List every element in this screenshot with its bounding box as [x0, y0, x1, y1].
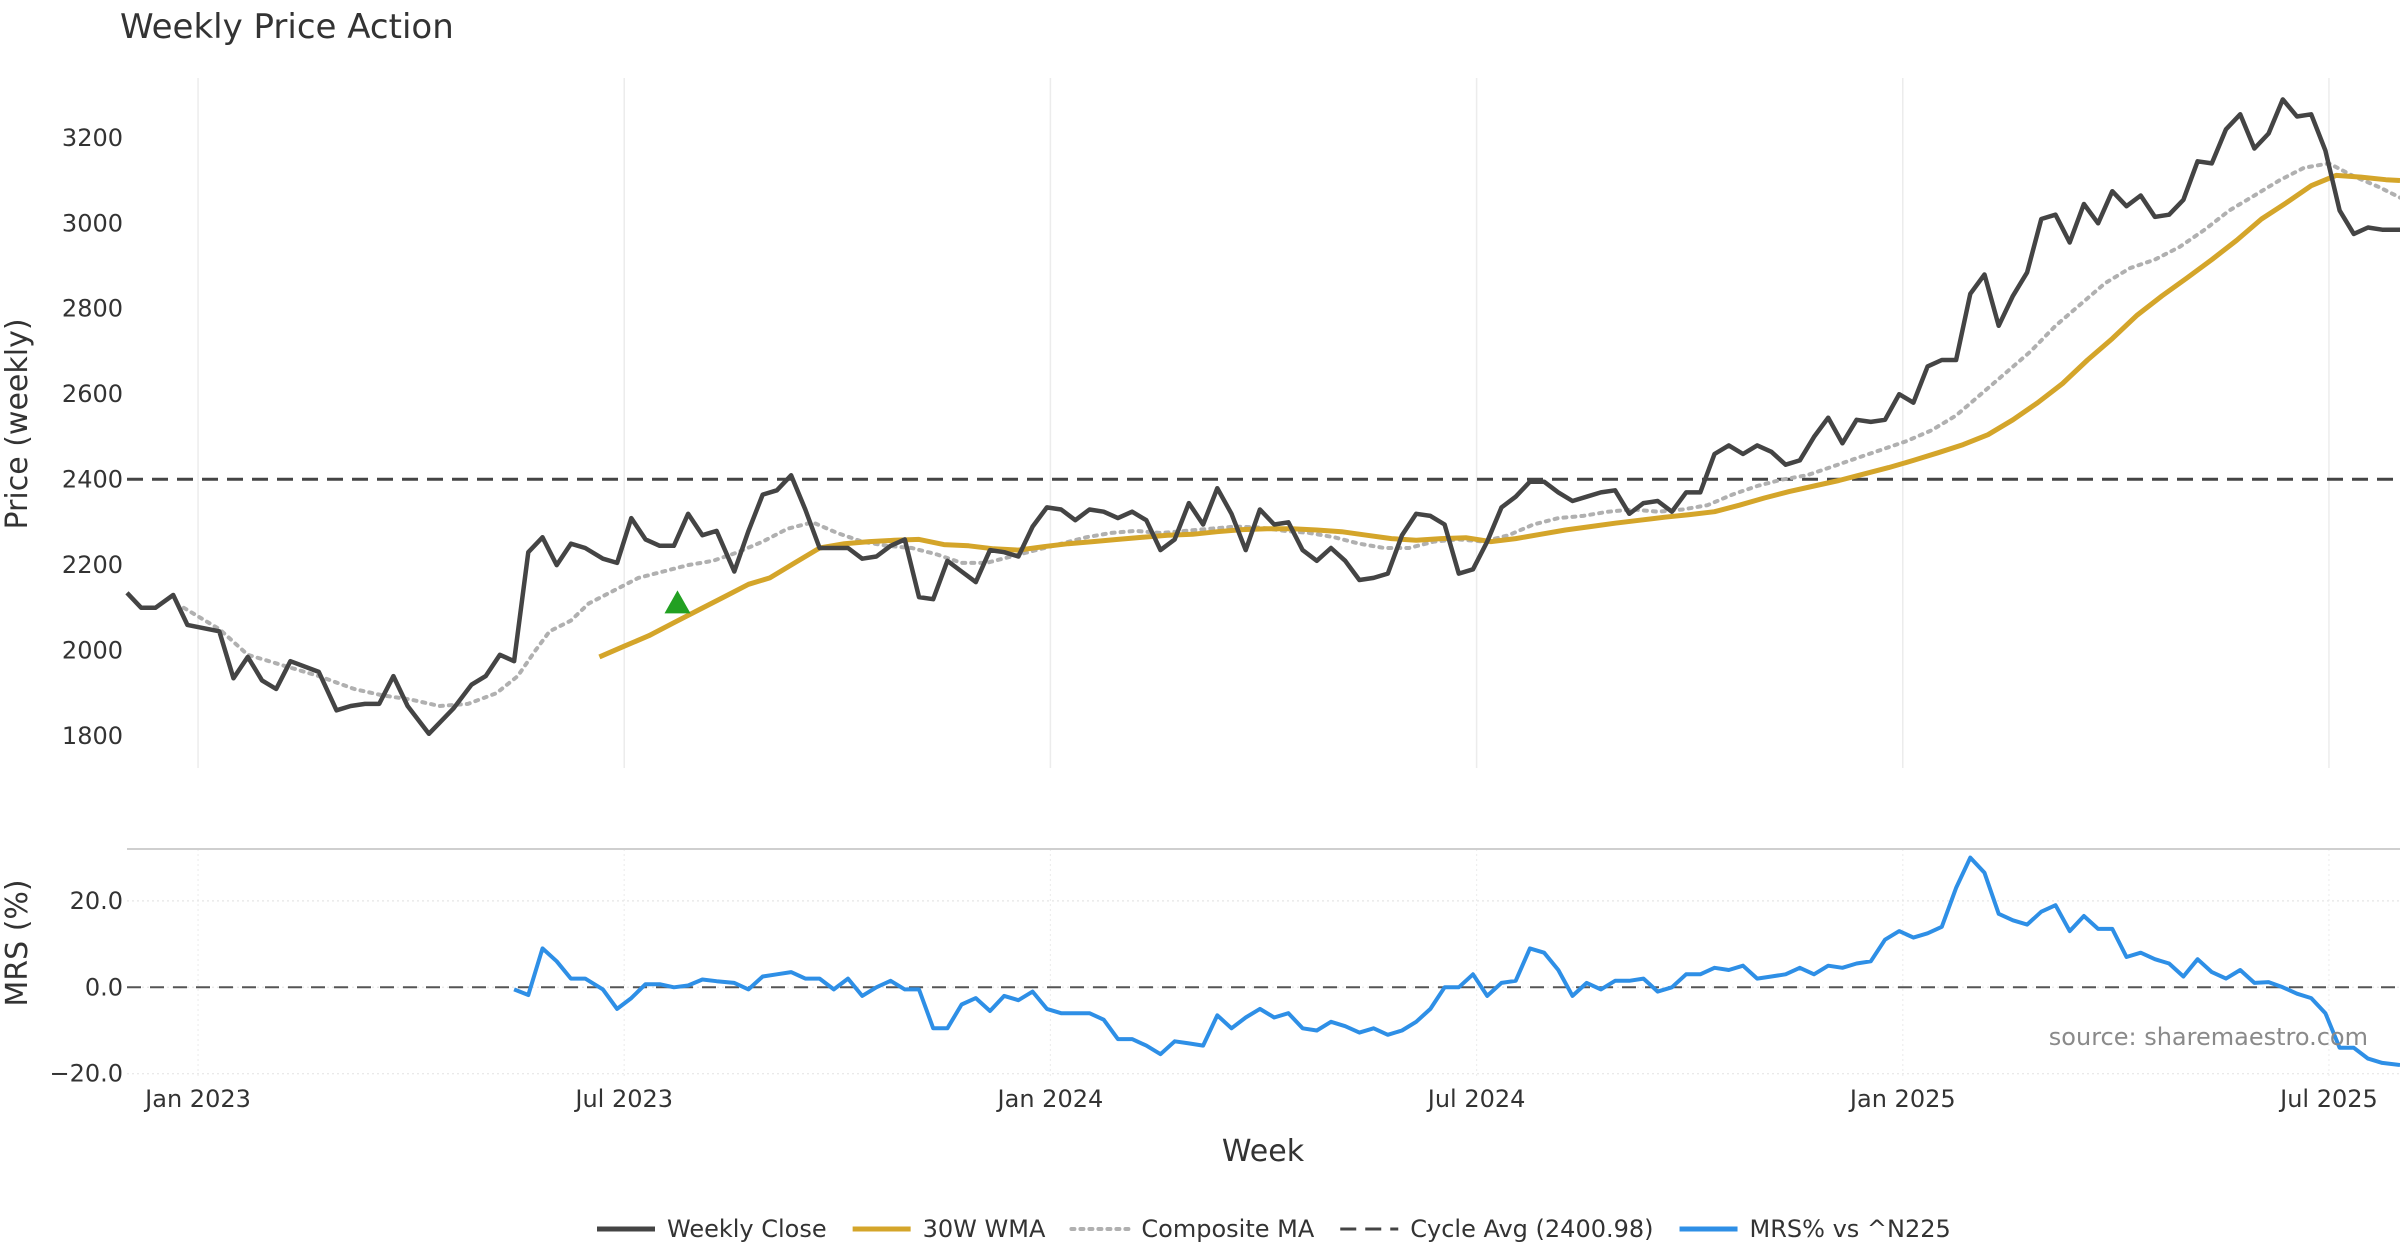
price-y-tick-label: 2200 [62, 551, 123, 579]
price-y-tick-label: 3200 [62, 124, 123, 152]
price-y-tick-label: 3000 [62, 209, 123, 237]
mrs-y-tick-label: 0.0 [85, 973, 123, 1001]
reference-lines [127, 477, 2400, 989]
x-tick-label: Jan 2024 [996, 1085, 1104, 1113]
legend: Weekly Close 30W WMA Composite MA Cycle Avg… [597, 1215, 1951, 1243]
series-layer [125, 97, 2400, 1067]
price-y-axis-title: Price (weekly) [0, 318, 35, 529]
x-tick-label: Jan 2025 [1848, 1085, 1956, 1113]
legend-label: MRS% vs ^N225 [1750, 1215, 1951, 1243]
price-gridlines [197, 78, 2330, 768]
series-line-mrs-vs-n225 [513, 855, 2400, 1067]
legend-label: Weekly Close [667, 1215, 827, 1243]
x-tick-label: Jul 2024 [1426, 1085, 1526, 1113]
legend-label: Composite MA [1141, 1215, 1314, 1243]
legend-label: Cycle Avg (2400.98) [1410, 1215, 1653, 1243]
price-y-tick-label: 1800 [62, 722, 123, 750]
x-tick-label: Jul 2025 [2278, 1085, 2378, 1113]
mrs-y-tick-label: 20.0 [70, 887, 123, 915]
price-y-tick-label: 2800 [62, 295, 123, 323]
mrs-y-ticks: −20.0 0.0 20.0 [49, 887, 123, 1088]
x-tick-label: Jan 2023 [143, 1085, 251, 1113]
series-line-composite-ma [181, 161, 2400, 709]
price-y-tick-label: 2600 [62, 380, 123, 408]
legend-label: 30W WMA [923, 1215, 1046, 1243]
x-axis-title: Week [1222, 1134, 1305, 1169]
mrs-y-tick-label: −20.0 [49, 1060, 123, 1088]
price-y-tick-label: 2000 [62, 637, 123, 665]
mrs-y-axis-title: MRS (%) [0, 879, 35, 1006]
buy-signal-marker [664, 590, 691, 614]
price-y-tick-label: 2400 [62, 466, 123, 494]
x-ticks: Jan 2023 Jul 2023 Jan 2024 Jul 2024 Jan 2025… [143, 1085, 2378, 1113]
x-tick-label: Jul 2023 [573, 1085, 673, 1113]
series-line-weekly-close [125, 97, 2400, 737]
chart-title: Weekly Price Action [120, 7, 454, 47]
price-y-ticks: 1800 2000 2200 2400 2600 2800 3000 3200 [62, 124, 123, 750]
source-credit: source: sharemaestro.com [2049, 1023, 2368, 1051]
